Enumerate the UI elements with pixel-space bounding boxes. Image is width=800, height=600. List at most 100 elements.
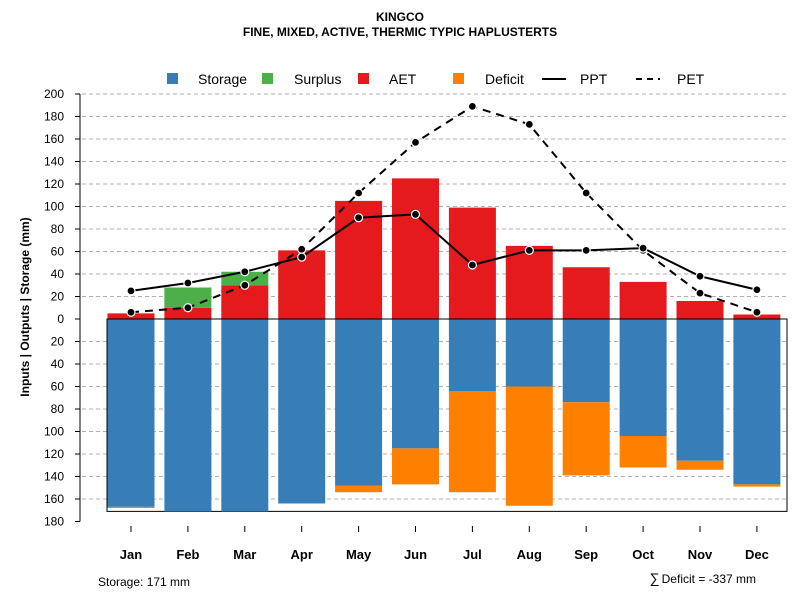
y-tick-label: 200 [44,87,64,101]
storage-bar [448,319,496,391]
deficit-bar [676,460,724,470]
aet-bar [619,281,667,319]
y-tick-label: 120 [44,177,64,191]
storage-bar [619,319,667,436]
month-label: Jun [404,547,427,562]
y-tick-label: 100 [44,200,64,214]
deficit-bar [619,436,667,468]
pet-point [354,188,364,198]
pet-point [752,307,762,317]
ppt-point [581,245,591,255]
deficit-bar [733,484,781,487]
aet-bar [164,307,212,319]
month-label: May [346,547,372,562]
storage-bar [676,319,724,461]
ppt-point [410,209,421,219]
pet-point [467,101,477,111]
y-tick-label: 160 [44,132,64,146]
aet-bar [676,301,724,319]
legend-label-storage: Storage [198,71,247,87]
legend-swatch-surplus [262,73,273,84]
aet-bar [392,178,439,319]
surplus-bar [221,271,269,286]
y-tick-label: 40 [51,267,65,281]
legend-label-pet: PET [677,71,705,87]
y-tick-label: 80 [51,222,65,236]
legend-swatch-storage [167,73,178,84]
chart-subtitle: FINE, MIXED, ACTIVE, THERMIC TYPIC HAPLU… [242,25,558,39]
aet-bar [562,267,610,319]
ppt-point [354,213,364,223]
deficit-bar [335,485,383,493]
storage-bar [392,319,439,449]
pet-point [240,280,250,290]
ppt-point [297,252,307,262]
ppt-point [524,245,534,255]
deficit-bar [562,402,610,476]
storage-bar [335,319,383,486]
month-label: Jul [463,547,482,562]
aet-bar [505,245,553,319]
legend-label-aet: AET [389,71,417,87]
ppt-point [638,243,648,253]
ppt-line [130,213,758,292]
aet-bar [221,285,269,319]
pet-point [581,188,591,198]
legend-swatch-deficit [453,73,464,84]
ppt-point [183,278,193,288]
month-label: Oct [632,547,654,562]
ppt-point [695,271,705,281]
ppt-point [126,286,136,296]
y-tick-label: 180 [44,515,64,529]
legend-label-ppt: PPT [580,71,608,87]
legend-swatch-aet [358,73,369,84]
storage-bar [221,319,269,512]
chart-title: KINGCO [376,10,424,24]
legend-label-surplus: Surplus [294,71,341,87]
deficit-bar [392,448,439,485]
deficit-bar [107,506,155,508]
y-tick-label: 160 [44,492,64,506]
storage-bar [505,319,553,387]
pet-point [695,288,705,298]
deficit-bar [448,391,496,493]
y-tick-label: 0 [57,312,64,326]
ppt-point [240,267,250,277]
y-tick-label: 60 [51,245,65,259]
pet-point [126,307,136,317]
month-label: Feb [176,547,199,562]
ppt-point [752,285,762,295]
month-label: Mar [233,547,256,562]
y-tick-label: 100 [44,425,64,439]
month-label: Jan [120,547,142,562]
y-tick-label: 40 [51,357,65,371]
month-label: Nov [688,547,713,562]
pet-line [130,105,758,314]
pet-point [410,137,421,147]
storage-note: Storage: 171 mm [98,575,191,589]
legend-label-deficit: Deficit [485,71,524,87]
y-tick-label: 140 [44,155,64,169]
deficit-note: ∑ Deficit = -337 mm [650,570,756,586]
y-tick-label: 20 [51,335,65,349]
deficit-note-text: Deficit = -337 mm [661,572,756,586]
month-label: Dec [745,547,769,562]
month-label: Aug [517,547,542,562]
pet-point [524,119,534,129]
storage-bar [278,319,326,504]
storage-bar [107,319,155,507]
pet-point [183,303,193,313]
deficit-bar [505,386,553,506]
y-tick-label: 120 [44,447,64,461]
storage-bar [562,319,610,403]
sigma-symbol: ∑ [649,570,660,586]
y-tick-label: 20 [51,290,65,304]
y-tick-label: 140 [44,470,64,484]
y-tick-label: 60 [51,380,65,394]
pet-point [297,244,307,254]
y-tick-label: 180 [44,110,64,124]
surplus-bar [164,287,212,308]
y-tick-label: 80 [51,402,65,416]
storage-bar [164,319,212,512]
